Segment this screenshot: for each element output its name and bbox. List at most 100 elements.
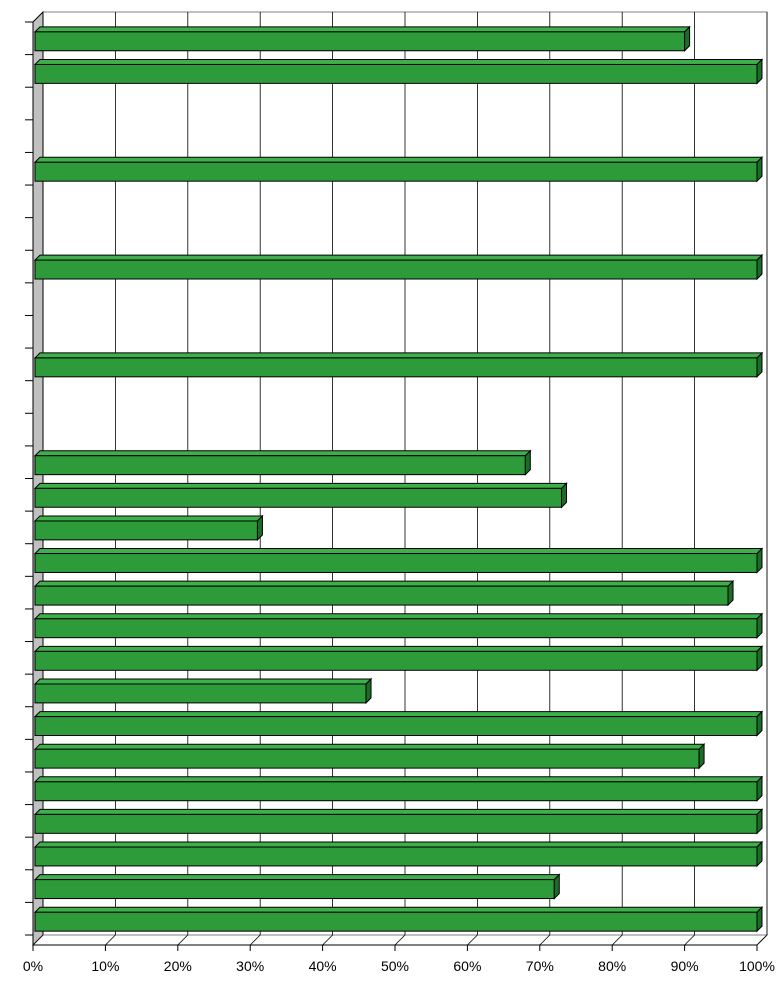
- floor-gridline-60: [467, 934, 478, 946]
- bar-end-face: [756, 612, 763, 639]
- floor-gridline-50: [394, 934, 406, 946]
- bar-2: [33, 58, 764, 85]
- bar-top-face: [33, 548, 764, 555]
- floor-gridline-10: [105, 934, 116, 946]
- bar-front-face: [34, 813, 758, 834]
- bar-end-face: [756, 645, 763, 672]
- bar-end-face: [756, 351, 763, 379]
- bar-14: [33, 449, 532, 476]
- bars: [33, 25, 764, 933]
- bar-28: [33, 906, 764, 933]
- bar-front-face: [34, 716, 758, 737]
- bar-top-face: [33, 352, 764, 359]
- floor-gridline-70: [539, 934, 551, 946]
- bar-end-face: [698, 742, 705, 770]
- floor-gridline-80: [611, 934, 623, 946]
- bar-top-face: [33, 515, 264, 522]
- x-tick-label: 70%: [526, 958, 554, 974]
- bar-top-face: [33, 874, 561, 881]
- bar-end-face: [756, 58, 763, 85]
- bar-end-face: [756, 808, 763, 835]
- bar-front-face: [34, 553, 758, 573]
- bar-18: [33, 579, 735, 607]
- bar-16: [33, 514, 264, 542]
- bar-front-face: [34, 455, 526, 476]
- bar-front-face: [34, 748, 700, 769]
- bar-15: [33, 482, 568, 509]
- chart-walls: [31, 10, 769, 947]
- bar-end-face: [524, 449, 531, 476]
- bar-front-face: [34, 31, 686, 52]
- bar-top-face: [33, 743, 706, 750]
- x-tick-label: 90%: [671, 958, 699, 974]
- bar-end-face: [256, 514, 263, 542]
- bar-front-face: [34, 259, 758, 280]
- bar-top-face: [33, 482, 568, 489]
- x-tick-label: 10%: [91, 958, 119, 974]
- x-tick-label: 0%: [23, 958, 43, 974]
- bar-23: [33, 742, 706, 770]
- floor-gridline-30: [249, 934, 261, 946]
- x-tick-label: 60%: [453, 958, 481, 974]
- bar-top-face: [33, 906, 764, 913]
- bar-front-face: [34, 781, 758, 802]
- bar-top-face: [33, 58, 764, 65]
- bar-front-face: [34, 63, 758, 84]
- floor-gridline-40: [322, 934, 333, 946]
- bar-top-face: [33, 580, 735, 587]
- x-tick-label: 50%: [381, 958, 409, 974]
- floor-gridline-100: [756, 934, 768, 946]
- bar-end-face: [727, 579, 734, 607]
- bar-end-face: [756, 253, 763, 281]
- bar-top-face: [33, 678, 373, 685]
- bar-25: [33, 808, 764, 835]
- x-tick-label: 100%: [739, 958, 775, 974]
- bar-end-face: [756, 775, 763, 802]
- bar-1: [33, 25, 691, 52]
- bar-top-face: [33, 450, 532, 457]
- bar-front-face: [34, 487, 563, 508]
- bar-20: [33, 645, 764, 672]
- bar-26: [33, 840, 764, 868]
- bar-top-face: [33, 156, 764, 163]
- x-tick-label: 20%: [164, 958, 192, 974]
- floor-gridline-0: [32, 934, 44, 946]
- bar-front-face: [34, 846, 758, 867]
- axes: [25, 21, 758, 951]
- floor-gridline-20: [177, 934, 189, 946]
- bar-front-face: [34, 357, 758, 378]
- bar-front-face: [34, 585, 729, 606]
- bar-5: [33, 156, 764, 183]
- bar-end-face: [756, 840, 763, 868]
- bar-24: [33, 775, 764, 802]
- bar-19: [33, 612, 764, 639]
- bar-front-face: [34, 879, 555, 900]
- bar-end-face: [553, 873, 560, 900]
- bar-front-face: [34, 520, 258, 541]
- bar-top-face: [33, 613, 764, 620]
- bar-top-face: [33, 711, 764, 718]
- bar-8: [33, 253, 764, 281]
- bar-end-face: [756, 156, 763, 183]
- bar-27: [33, 873, 561, 900]
- bar-top-face: [33, 776, 764, 783]
- x-tick-label: 80%: [598, 958, 626, 974]
- bar-end-face: [365, 677, 372, 705]
- bar-top-face: [33, 841, 764, 848]
- gridlines: [32, 12, 768, 946]
- bar-end-face: [561, 482, 568, 509]
- bar-end-face: [756, 710, 763, 737]
- side-wall: [32, 10, 44, 947]
- bar-front-face: [34, 161, 758, 182]
- bar-top-face: [33, 645, 764, 652]
- bar-22: [33, 710, 764, 737]
- x-tick-label: 30%: [236, 958, 264, 974]
- x-tick-labels: 0% 10% 20% 30% 40% 50% 60% 70% 80% 90% 100%: [23, 958, 775, 974]
- bar-front-face: [34, 683, 367, 704]
- bar-top-face: [33, 26, 691, 33]
- bar-end-face: [756, 906, 763, 933]
- bar-top-face: [33, 808, 764, 815]
- bar-front-face: [34, 911, 758, 932]
